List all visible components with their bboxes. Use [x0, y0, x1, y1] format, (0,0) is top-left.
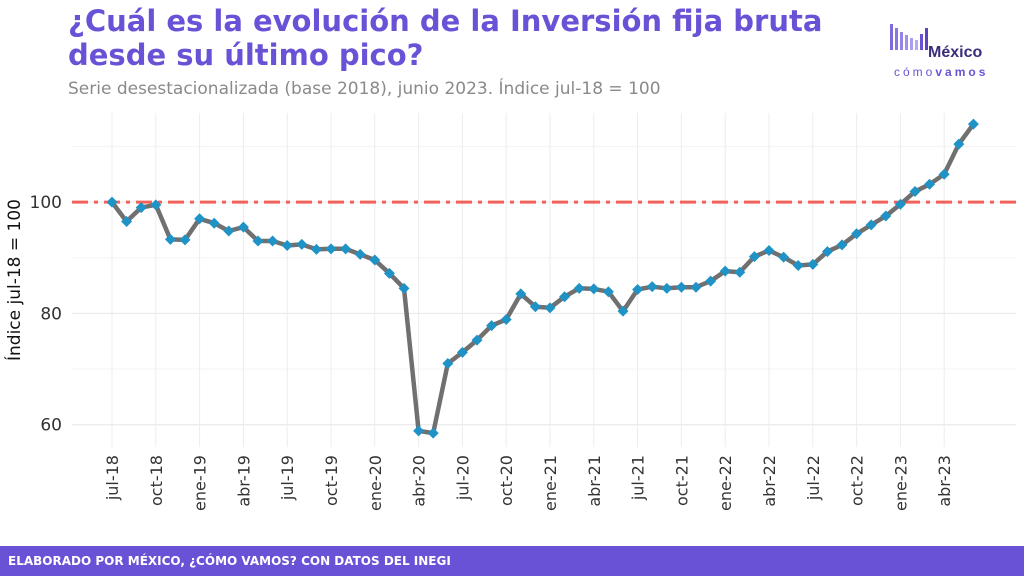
x-tick-label: abr-21 [585, 455, 604, 507]
footer-bar: ELABORADO POR MÉXICO, ¿CÓMO VAMOS? CON D… [0, 546, 1024, 576]
data-point [208, 217, 220, 229]
x-axis: jul-18 oct-18 ene-19 abr-19 jul-19 oct-19 ene-… [103, 455, 954, 511]
series-line [109, 121, 976, 436]
data-point [734, 266, 746, 278]
data-point [617, 305, 629, 317]
data-point [588, 283, 600, 295]
data-point [164, 233, 176, 245]
series-markers [106, 118, 979, 439]
data-point [267, 235, 279, 247]
data-point [967, 118, 979, 130]
data-point [529, 301, 541, 313]
logo-subtitle: cómovamos [894, 65, 989, 79]
data-point [427, 427, 439, 439]
data-point [719, 265, 731, 277]
data-point [471, 334, 483, 346]
data-point [325, 243, 337, 255]
y-tick-label: 60 [40, 416, 62, 436]
x-tick-label: jul-18 [103, 455, 122, 501]
data-point [763, 244, 775, 256]
data-point [194, 213, 206, 225]
footer-source: ELABORADO POR MÉXICO, ¿CÓMO VAMOS? CON D… [8, 554, 451, 568]
data-point [880, 210, 892, 222]
x-tick-label: abr-22 [760, 455, 779, 507]
data-point [340, 243, 352, 255]
data-point [938, 168, 950, 180]
data-point [632, 283, 644, 295]
data-point [223, 225, 235, 237]
grid [72, 113, 1016, 447]
x-tick-label: oct-20 [497, 455, 516, 506]
data-point [894, 198, 906, 210]
data-point [252, 235, 264, 247]
x-tick-label: oct-19 [322, 455, 341, 506]
chart-title: ¿Cuál es la evolución de la Inversión fi… [68, 4, 823, 72]
data-point [748, 251, 760, 263]
data-point [909, 185, 921, 197]
x-tick-label: ene-20 [366, 455, 385, 511]
line-chart: 60 80 100 jul-18 oct-18 ene-19 abr-19 jul-19 oc… [3, 113, 1016, 511]
mexico-como-vamos-logo: México cómovamos [888, 22, 1006, 82]
x-tick-label: oct-18 [147, 455, 166, 506]
data-point [836, 239, 848, 251]
series-line-layer [109, 121, 976, 436]
data-point [821, 246, 833, 258]
x-tick-label: jul-20 [453, 455, 472, 501]
data-point [953, 138, 965, 150]
data-point [851, 228, 863, 240]
data-point [106, 196, 118, 208]
x-tick-label: abr-19 [234, 455, 253, 507]
x-tick-label: oct-22 [848, 455, 867, 506]
data-point [413, 425, 425, 437]
data-point [865, 219, 877, 231]
data-point [398, 282, 410, 294]
data-point [179, 234, 191, 246]
y-tick-label: 80 [40, 304, 62, 324]
data-point [369, 254, 381, 266]
chart-subtitle: Serie desestacionalizada (base 2018), ju… [68, 79, 661, 99]
y-axis-label: Índice jul-18 = 100 [3, 199, 25, 361]
x-tick-label: abr-20 [410, 455, 429, 507]
data-point [237, 221, 249, 233]
bars-icon [890, 24, 928, 50]
x-tick-label: ene-23 [891, 455, 910, 511]
data-point [690, 281, 702, 293]
logo-word: México [928, 44, 983, 61]
data-point [383, 267, 395, 279]
data-point [807, 258, 819, 270]
y-tick-label: 100 [30, 193, 62, 213]
data-point [310, 243, 322, 255]
x-tick-label: jul-22 [804, 455, 823, 501]
data-point [515, 288, 527, 300]
data-point [646, 281, 658, 293]
x-tick-label: abr-23 [935, 455, 954, 507]
data-point [135, 202, 147, 214]
y-axis: 60 80 100 [30, 193, 62, 436]
data-point [486, 320, 498, 332]
data-point [602, 286, 614, 298]
data-point [456, 346, 468, 358]
data-point [675, 281, 687, 293]
data-point [121, 216, 133, 228]
data-point [559, 291, 571, 303]
x-tick-label: jul-21 [629, 455, 648, 501]
data-point [281, 239, 293, 251]
data-point [544, 302, 556, 314]
data-point [573, 282, 585, 294]
x-tick-label: ene-19 [191, 455, 210, 511]
data-point [661, 282, 673, 294]
data-point [296, 238, 308, 250]
data-point [778, 251, 790, 263]
data-point [150, 199, 162, 211]
data-point [354, 248, 366, 260]
data-point [792, 260, 804, 272]
x-tick-label: oct-21 [672, 455, 691, 506]
data-point [500, 314, 512, 326]
data-point [924, 178, 936, 190]
data-point [442, 358, 454, 369]
x-tick-label: ene-22 [716, 455, 735, 511]
x-tick-label: jul-19 [278, 455, 297, 501]
data-point [705, 275, 717, 287]
x-tick-label: ene-21 [541, 455, 560, 511]
